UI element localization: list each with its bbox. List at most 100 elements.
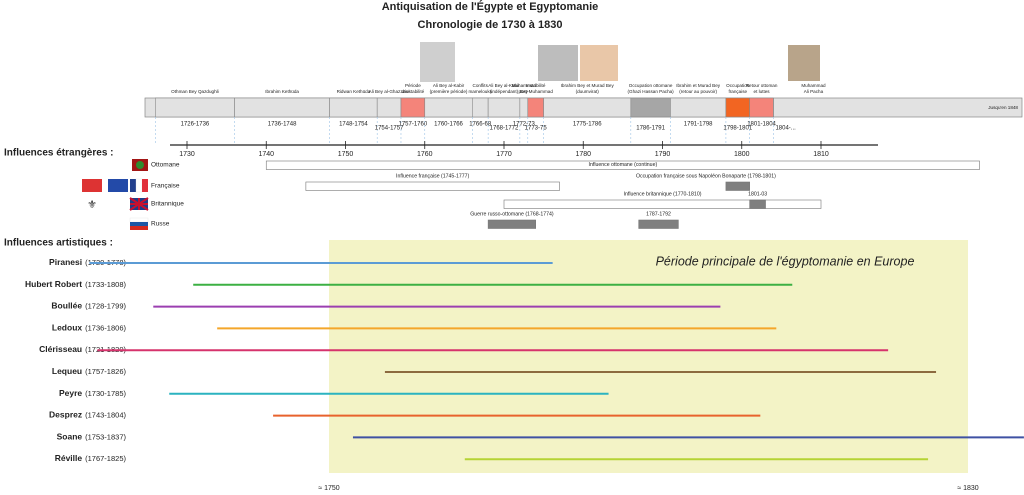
section-title: Influences artistiques : [4, 238, 113, 249]
period [487, 97, 521, 118]
country-label: Ottomane [151, 162, 180, 169]
period [519, 97, 529, 118]
influence-label: Influence ottomane (continue) [589, 162, 658, 168]
period-range: 1736-1748 [268, 122, 297, 128]
artist-dates: (1767-1825) [85, 454, 126, 463]
influence-label: Influence française (1745-1777) [396, 173, 470, 179]
period-label: d'instabilité [402, 89, 425, 94]
artist-label: Desprez (1743-1804) [49, 410, 126, 420]
artist-dates: (1743-1804) [85, 411, 126, 420]
country-label: Britannique [151, 201, 184, 208]
artist-dates: (1733-1808) [85, 280, 126, 289]
influence-bar [487, 219, 536, 229]
artist-dates: (1730-1785) [85, 389, 126, 398]
period-label: Ibrahim et Murad Bey [676, 83, 721, 88]
influence-label: 1801-03 [748, 191, 767, 197]
flag [130, 222, 148, 226]
flag [129, 217, 149, 223]
axis-tick-label: 1770 [496, 151, 512, 158]
period-label: Ibrahim Bey et Murad Bey [561, 83, 615, 88]
period [234, 97, 330, 118]
influence-bar [725, 181, 750, 191]
artist-dates: (1757-1826) [85, 367, 126, 376]
main-period-label: Période principale de l'égyptomanie en E… [656, 254, 915, 268]
period-range: 1754-1757 [375, 126, 404, 132]
influence-bar [503, 199, 822, 209]
axis-tick-label: 1780 [575, 151, 591, 158]
flag [130, 226, 148, 230]
period-label: Bey [520, 89, 529, 94]
period-label: Occupation [726, 83, 750, 88]
period [527, 97, 544, 118]
period-label: Ridwan Kethüda [337, 89, 371, 94]
period-label: Instabilité [526, 83, 546, 88]
flag [82, 179, 102, 192]
period-label: Othman Bey Qazdughli [171, 89, 219, 94]
main-period-start: ≈ 1750 [318, 485, 339, 492]
period-label: Ali Bey al-Kabir [433, 83, 465, 88]
period-range: 1766-68 [469, 122, 492, 128]
artist-name: Réville [55, 453, 83, 463]
artist-label: Ledoux (1736-1806) [52, 323, 127, 333]
influence-label: Guerre russo-ottomane (1768-1774) [470, 211, 554, 217]
flag [129, 197, 149, 211]
period [630, 97, 671, 118]
title: Antiquisation de l'Égypte et Egyptomanie [382, 0, 599, 13]
period-range: 1775-1786 [573, 122, 602, 128]
artist-name: Lequeu [52, 366, 82, 376]
period-label: Ibrahim Kethüda [265, 89, 299, 94]
period-range: 1757-1760 [399, 122, 428, 128]
period [400, 97, 426, 118]
portraits [420, 42, 820, 82]
axis-tick-label: 1740 [258, 151, 274, 158]
portrait [788, 45, 820, 81]
axis-tick-label: 1750 [338, 151, 354, 158]
axis-tick-label: 1760 [417, 151, 433, 158]
subtitle: Chronologie de 1730 à 1830 [418, 19, 563, 31]
artist-name: Boullée [51, 301, 82, 311]
period-label: et luttes [754, 89, 771, 94]
period [543, 97, 632, 118]
artist-dates: (1736-1806) [85, 323, 126, 332]
period-label: Ali Bey al-Ghazzawi [369, 89, 410, 94]
period [749, 97, 774, 118]
artist-name: Piranesi [49, 257, 82, 267]
period-label: post-Muhammad [518, 89, 553, 94]
portrait [538, 45, 578, 81]
flag [142, 179, 148, 192]
period-range: 1798-1801 [723, 126, 752, 132]
artist-name: Hubert Robert [25, 279, 82, 289]
period-range: 1760-1766 [434, 122, 463, 128]
period-range: 1772-73 [513, 122, 536, 128]
period-label: (première période) [430, 89, 468, 94]
period-label: Période [405, 83, 421, 88]
period-range: 1773-75 [525, 126, 548, 132]
symbol: ⚜ [87, 199, 97, 211]
flag [130, 179, 136, 192]
period-range: 1791-1798 [684, 122, 713, 128]
period-range: 1726-1736 [181, 122, 210, 128]
section-title: Influences étrangères : [4, 148, 113, 159]
main-period [329, 240, 968, 473]
influence-bar [265, 160, 980, 170]
period-label: Ali Pacha [804, 89, 824, 94]
period-label: (retour au pouvoir) [679, 89, 717, 94]
period-range: 1748-1754 [339, 122, 368, 128]
artist-name: Soane [57, 432, 83, 442]
until-label: Jusqu'en 1848 [988, 105, 1018, 110]
period-range: 1801-1804 [747, 122, 776, 128]
period [424, 97, 473, 118]
period [670, 97, 727, 118]
influence-label: 1787-1792 [646, 211, 671, 217]
period-label: Muhammad [512, 83, 537, 88]
period [329, 97, 378, 118]
period [471, 97, 489, 118]
period-label: (Ghazi Hassan Pacha) [628, 89, 675, 94]
influence-label: Occupation française sous Napoléon Bonap… [636, 173, 776, 179]
artist-dates: (1728-1799) [85, 302, 126, 311]
artist-label: Peyre (1730-1785) [59, 388, 127, 398]
influence-bar [638, 219, 679, 229]
period-label: (indépendant) [490, 89, 519, 94]
portrait [420, 42, 455, 82]
